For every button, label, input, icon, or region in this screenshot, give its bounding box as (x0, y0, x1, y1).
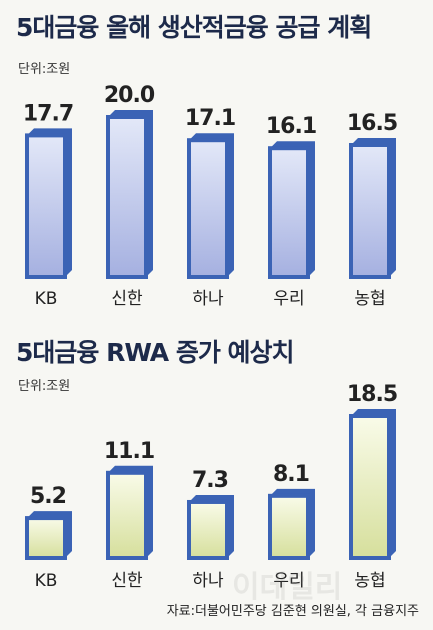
chart1-plot: 17.7 KB 20.0 신한 17.1 하나 16.1 우리 16.5 농협 (23, 83, 398, 309)
bar-value-label: 5.2 (30, 484, 66, 509)
bar (268, 493, 310, 560)
chart1-title: 5대금융 올해 생산적금융 공급 계획 (16, 13, 372, 42)
source-note: 자료:더불어민주당 김준현 의원실, 각 금융지주 (166, 604, 419, 619)
watermark: 이데일리 (232, 570, 343, 605)
bar-value-label: 7.3 (192, 468, 228, 493)
category-label: KB (35, 571, 58, 591)
bar-edge (27, 128, 72, 277)
bar-edge (108, 110, 153, 277)
bar (349, 414, 391, 560)
bar-value-label: 20.0 (104, 83, 155, 108)
category-label: 우리 (273, 289, 304, 309)
bar (106, 470, 148, 560)
bar-value-label: 8.1 (273, 462, 309, 487)
category-label: KB (35, 289, 58, 309)
chart1-unit: 단위:조원 (18, 62, 71, 77)
bar-edge (351, 138, 396, 277)
bar-value-label: 18.5 (347, 382, 397, 407)
bar-value-label: 16.5 (347, 111, 397, 136)
category-label: 신한 (111, 289, 143, 309)
category-label: 우리 (273, 571, 304, 591)
bar-value-label: 17.7 (23, 101, 73, 126)
bar (268, 146, 310, 279)
bar (25, 516, 67, 560)
category-label: 농협 (354, 289, 385, 309)
bar (187, 138, 229, 279)
category-label: 하나 (192, 289, 224, 309)
chart2-title: 5대금융 RWA 증가 예상치 (16, 338, 295, 367)
bar-edge (270, 141, 315, 277)
bar-edge (189, 133, 234, 277)
bar-value-label: 11.1 (104, 439, 154, 464)
bar-value-label: 17.1 (185, 106, 235, 131)
bar (25, 133, 67, 279)
bar (349, 143, 391, 279)
bar (187, 499, 229, 560)
chart2-unit: 단위:조원 (18, 379, 71, 394)
bar-value-label: 16.1 (266, 114, 316, 139)
bar-edge (351, 409, 396, 558)
bar-edge (27, 511, 72, 558)
category-label: 하나 (192, 571, 224, 591)
category-label: 농협 (354, 571, 385, 591)
bar-edge (108, 465, 153, 558)
category-label: 신한 (111, 571, 143, 591)
bar (106, 115, 148, 279)
